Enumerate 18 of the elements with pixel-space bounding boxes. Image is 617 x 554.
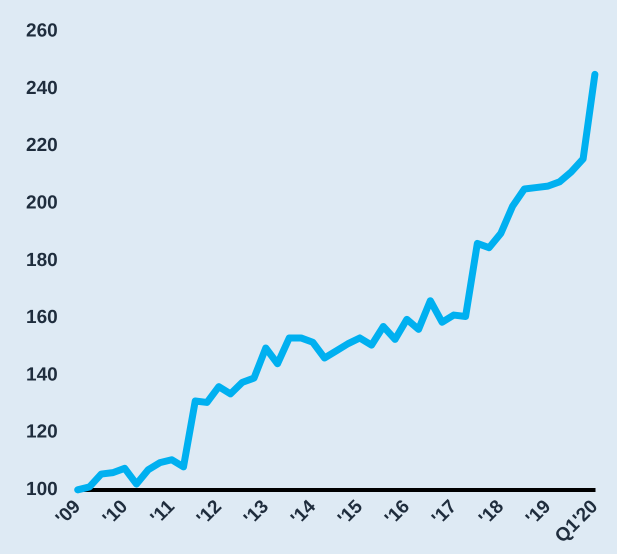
y-tick-label: 140 bbox=[26, 364, 58, 386]
x-tick-label: '11 bbox=[146, 496, 180, 529]
x-tick-label: '10 bbox=[98, 496, 132, 530]
x-tick-label: '13 bbox=[240, 496, 273, 530]
y-tick-label: 240 bbox=[26, 78, 58, 99]
y-tick-label: 160 bbox=[26, 307, 58, 328]
x-tick-label: '19 bbox=[522, 496, 556, 530]
x-tick-label: '14 bbox=[287, 496, 320, 530]
y-tick-label: 120 bbox=[26, 422, 58, 443]
y-tick-label: 200 bbox=[26, 192, 58, 214]
y-tick-label: 220 bbox=[26, 135, 58, 156]
x-tick-label: '17 bbox=[428, 496, 462, 530]
y-tick-label: 180 bbox=[26, 250, 58, 271]
x-tick-label: '15 bbox=[334, 496, 368, 530]
x-tick-label: '18 bbox=[475, 496, 508, 530]
y-tick-label: 260 bbox=[26, 20, 58, 42]
x-tick-label: '12 bbox=[192, 496, 226, 530]
x-tick-label: '16 bbox=[381, 496, 414, 530]
